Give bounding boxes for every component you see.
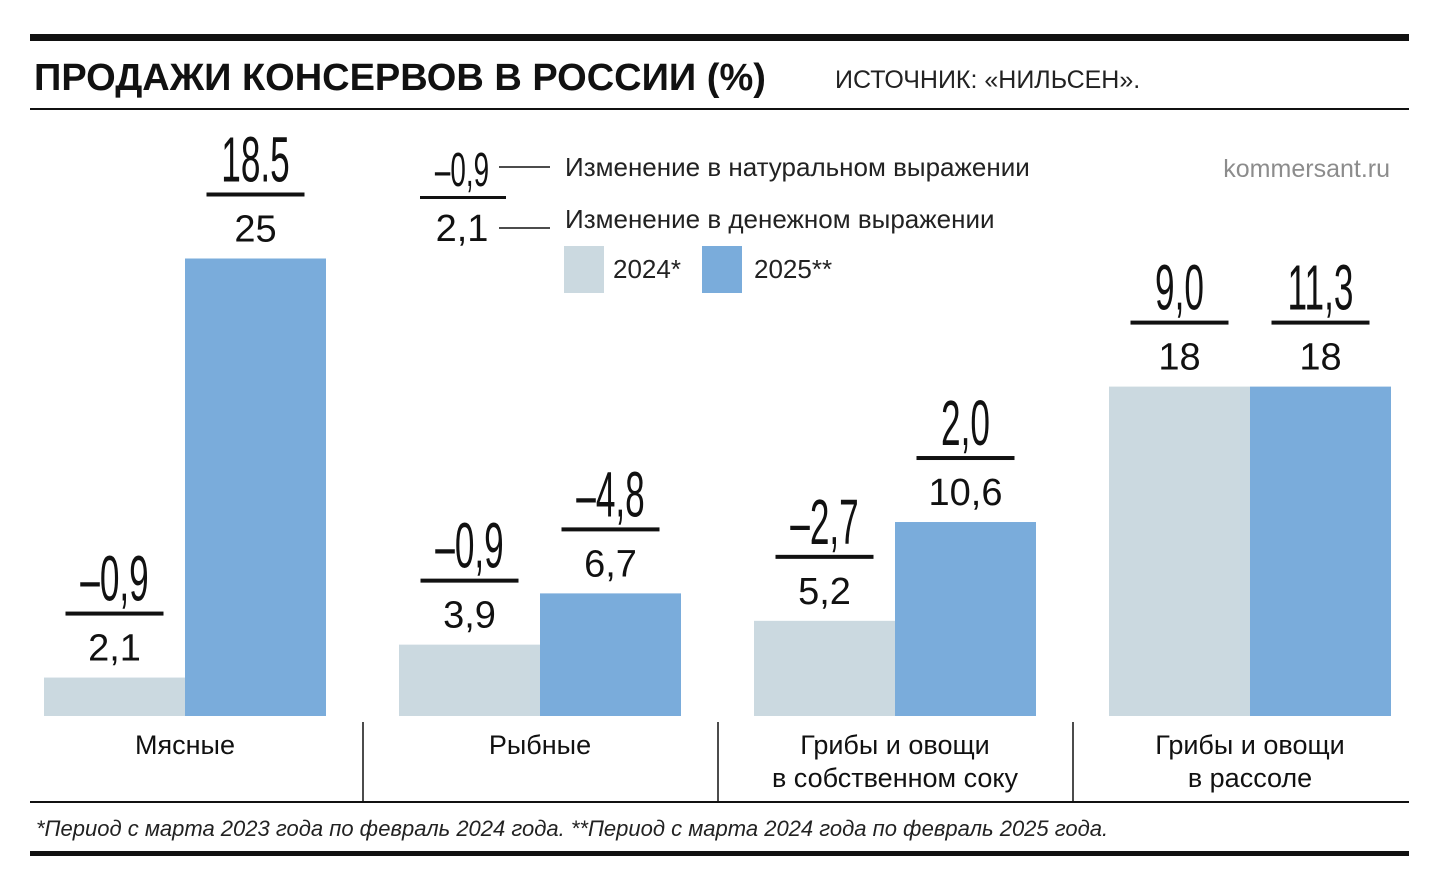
category-label-2-line-0: Грибы и овощи — [800, 730, 990, 760]
footnote: *Период с марта 2023 года по февраль 202… — [36, 816, 1108, 841]
label-divider-2025-cat-2 — [916, 456, 1015, 461]
category-label-3: Грибы и овощи в рассоле — [1155, 730, 1345, 793]
bar-2024-cat-3 — [1109, 386, 1250, 716]
label-divider-2024-cat-2 — [775, 554, 874, 559]
bar-2025-cat-3 — [1250, 386, 1391, 716]
category-label-3-line-0: Грибы и овощи — [1155, 730, 1345, 760]
category-label-2: Грибы и овощи в собственном соку — [772, 730, 1019, 793]
legend-money-label: Изменение в денежном выражении — [565, 204, 995, 234]
natural-label-2025-cat-2: 2,0 — [941, 387, 990, 459]
category-layer: Мясные Рыбные Грибы и овощи в собственном с… — [135, 722, 1345, 801]
label-divider-2025-cat-0 — [206, 192, 305, 197]
legend: –0,9 Изменение в натуральном выражении 2… — [420, 143, 1030, 293]
category-label-1-line-0: Рыбные — [489, 730, 591, 760]
category-label-0: Мясные — [135, 730, 235, 760]
legend-swatch-2025 — [702, 246, 742, 293]
bar-2025-cat-1 — [540, 593, 681, 716]
category-label-2-line-1: в собственном соку — [772, 763, 1019, 793]
value-label-2024-cat-0: 2,1 — [88, 628, 141, 670]
legend-sample-natural: –0,9 — [435, 143, 489, 197]
bars-layer: 2,1 –0,9 25 18.5 3,9 –0,9 6,7 –4,8 5,2 –2,7 10,6 2,… — [44, 123, 1391, 716]
value-label-2024-cat-3: 18 — [1158, 337, 1200, 379]
value-label-2024-cat-2: 5,2 — [798, 571, 851, 613]
natural-label-2025-cat-1: –4,8 — [576, 458, 644, 530]
label-divider-2025-cat-3 — [1271, 320, 1370, 325]
category-label-0-line-0: Мясные — [135, 730, 235, 760]
bar-2024-cat-0 — [44, 677, 185, 716]
natural-label-2024-cat-3: 9,0 — [1155, 251, 1204, 323]
natural-label-2024-cat-1: –0,9 — [435, 509, 503, 581]
legend-sample-money: 2,1 — [436, 208, 489, 250]
legend-swatch-2024 — [564, 246, 604, 293]
label-divider-2024-cat-0 — [65, 611, 164, 616]
site-credit: kommersant.ru — [1223, 155, 1390, 183]
chart-source: ИСТОЧНИК: «НИЛЬСЕН». — [835, 66, 1140, 94]
bar-2024-cat-1 — [399, 644, 540, 716]
label-divider-2024-cat-3 — [1130, 320, 1229, 325]
label-divider-2024-cat-1 — [420, 578, 519, 583]
category-label-1: Рыбные — [489, 730, 591, 760]
header-rule — [30, 108, 1409, 110]
bottom-rule — [30, 851, 1409, 856]
bar-2024-cat-2 — [754, 620, 895, 716]
value-label-2025-cat-2: 10,6 — [929, 472, 1003, 514]
value-label-2025-cat-1: 6,7 — [584, 543, 637, 585]
bar-2025-cat-0 — [185, 258, 326, 716]
footnote-rule — [30, 801, 1409, 803]
natural-label-2024-cat-0: –0,9 — [80, 542, 148, 614]
value-label-2025-cat-3: 18 — [1299, 337, 1341, 379]
value-label-2025-cat-0: 25 — [234, 209, 276, 251]
natural-label-2025-cat-0: 18.5 — [221, 123, 289, 195]
natural-label-2024-cat-2: –2,7 — [790, 486, 858, 558]
legend-label-2024: 2024* — [613, 254, 681, 284]
top-rule — [30, 34, 1409, 41]
natural-label-2025-cat-3: 11,3 — [1288, 251, 1354, 323]
legend-natural-label: Изменение в натуральном выражении — [565, 152, 1030, 182]
label-divider-2025-cat-1 — [561, 527, 660, 532]
category-label-3-line-1: в рассоле — [1188, 763, 1312, 793]
bar-2025-cat-2 — [895, 522, 1036, 716]
legend-sample-divider — [420, 196, 506, 199]
legend-label-2025: 2025** — [754, 254, 832, 284]
chart-title: ПРОДАЖИ КОНСЕРВОВ В РОССИИ (%) — [34, 57, 766, 99]
value-label-2024-cat-1: 3,9 — [443, 595, 496, 637]
